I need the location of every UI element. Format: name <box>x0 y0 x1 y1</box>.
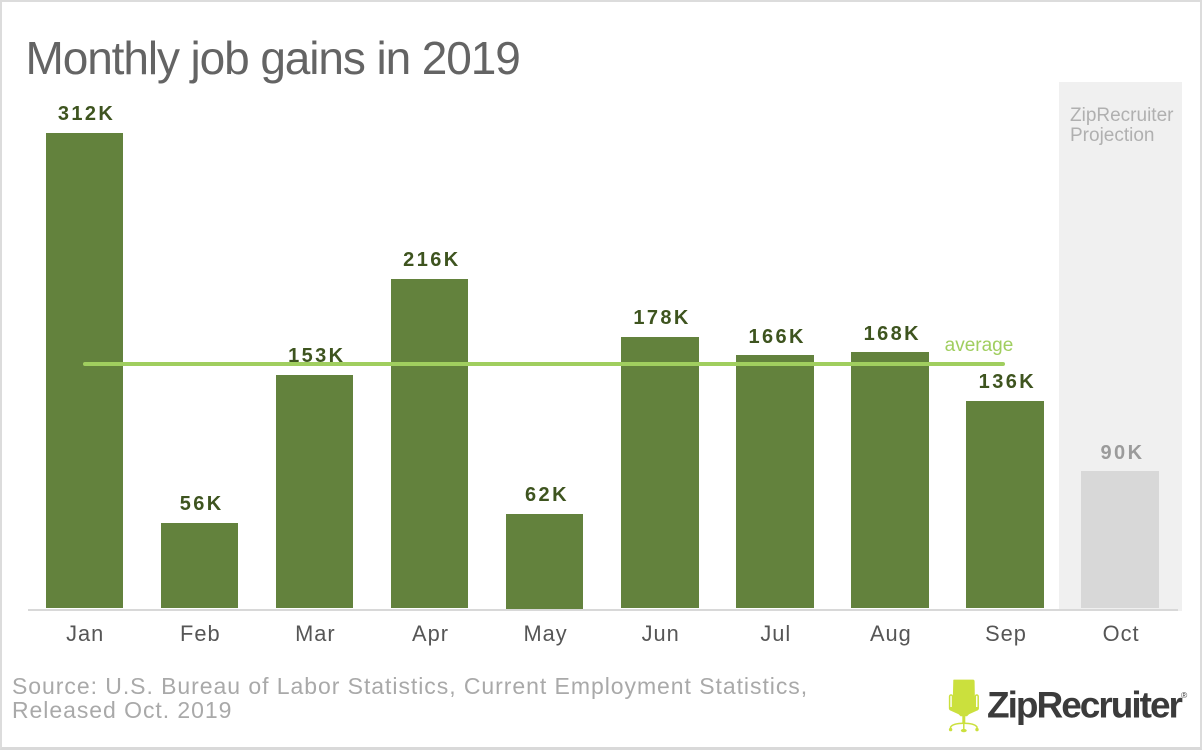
svg-text:ZipRecruiter: ZipRecruiter <box>987 685 1183 726</box>
svg-text:®: ® <box>1181 690 1188 700</box>
